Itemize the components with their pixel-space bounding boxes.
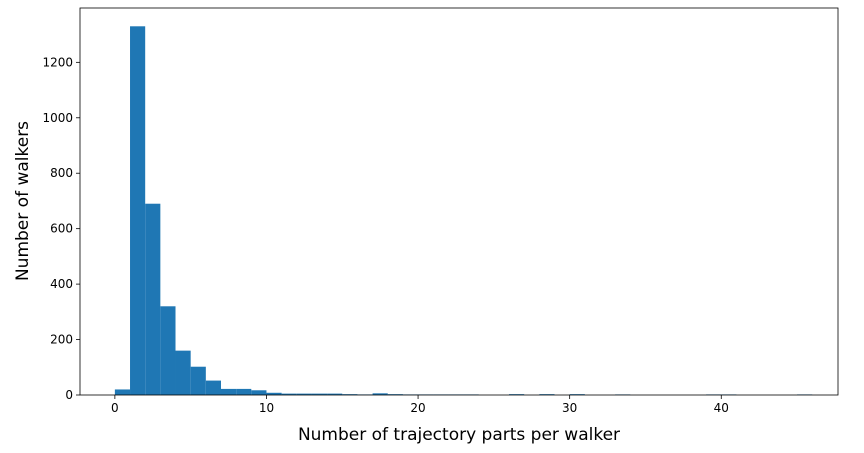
- bar: [114, 389, 131, 395]
- bar: [539, 394, 555, 395]
- bar: [145, 203, 161, 395]
- y-tick-label: 200: [50, 333, 73, 347]
- bar: [236, 388, 252, 395]
- x-tick-label: 20: [410, 401, 425, 415]
- bar: [130, 26, 146, 395]
- bar: [296, 393, 312, 395]
- bar: [251, 390, 267, 395]
- y-axis-label: Number of walkers: [13, 121, 33, 281]
- bar: [569, 394, 585, 395]
- y-tick-label: 0: [65, 388, 73, 402]
- x-tick-label: 0: [111, 401, 119, 415]
- bar: [342, 394, 358, 395]
- bar: [372, 393, 388, 395]
- bar: [160, 306, 176, 395]
- bar: [281, 393, 297, 395]
- x-tick-label: 10: [259, 401, 274, 415]
- x-axis-label: Number of trajectory parts per walker: [298, 425, 620, 445]
- y-tick-label: 600: [50, 222, 73, 236]
- x-tick-label: 40: [714, 401, 729, 415]
- bar: [311, 393, 328, 395]
- bar: [387, 394, 403, 395]
- bar: [266, 392, 282, 395]
- plot-frame: [79, 7, 839, 396]
- y-tick-label: 400: [50, 277, 73, 291]
- bar: [205, 380, 221, 395]
- bar: [509, 394, 525, 395]
- bar: [190, 366, 206, 395]
- bar: [327, 393, 343, 395]
- bar: [175, 350, 191, 395]
- y-tick-label: 1000: [42, 111, 73, 125]
- y-tick-label: 800: [50, 166, 73, 180]
- y-tick-label: 1200: [42, 55, 73, 69]
- bar: [220, 388, 237, 395]
- x-tick-label: 30: [562, 401, 577, 415]
